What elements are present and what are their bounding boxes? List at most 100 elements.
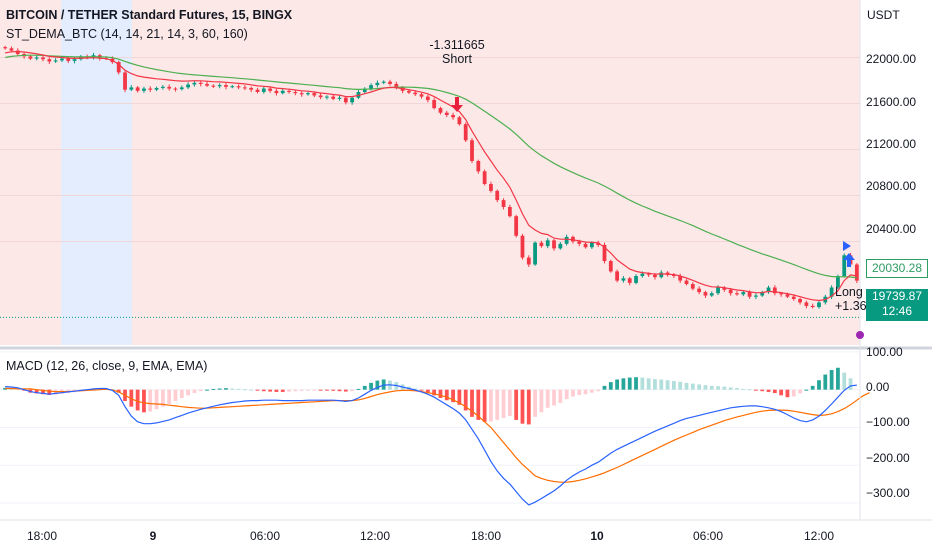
histogram-bar bbox=[432, 389, 437, 396]
histogram-bar bbox=[425, 389, 430, 393]
histogram-bar bbox=[242, 389, 247, 391]
candle-body bbox=[463, 124, 468, 141]
histogram-bar bbox=[160, 389, 165, 407]
histogram-bar bbox=[255, 389, 260, 391]
histogram-bar bbox=[47, 389, 52, 395]
candle-body bbox=[438, 108, 443, 113]
candle-body bbox=[608, 261, 613, 272]
histogram-bar bbox=[741, 388, 746, 390]
histogram-bar bbox=[482, 389, 487, 422]
candle-body bbox=[217, 85, 222, 87]
candle-body bbox=[325, 96, 329, 98]
histogram-bar bbox=[116, 389, 121, 393]
histogram-bar bbox=[646, 378, 651, 390]
candle-body bbox=[66, 58, 71, 61]
histogram-bar bbox=[261, 389, 266, 392]
histogram-bar bbox=[722, 386, 727, 390]
histogram-bar bbox=[41, 389, 45, 395]
histogram-bar bbox=[280, 389, 285, 392]
candle-body bbox=[343, 97, 348, 103]
candle-body bbox=[274, 90, 279, 94]
indicator-label[interactable]: ST_DEMA_BTC (14, 14, 21, 14, 3, 60, 160) bbox=[6, 27, 248, 41]
histogram-bar bbox=[589, 389, 594, 393]
candle-body bbox=[205, 83, 209, 86]
macd-axis-label: −100.00 bbox=[866, 415, 910, 429]
price-label: 20400.00 bbox=[866, 222, 917, 236]
candle-body bbox=[236, 86, 241, 88]
candle-body bbox=[255, 89, 260, 92]
candle-body bbox=[552, 240, 556, 249]
histogram-bar bbox=[350, 389, 355, 392]
candle-body bbox=[457, 117, 462, 125]
candle-body bbox=[627, 278, 632, 283]
histogram-bar bbox=[659, 379, 664, 390]
histogram-bar bbox=[211, 388, 216, 390]
short-label: Short bbox=[442, 52, 472, 66]
candle-body bbox=[179, 87, 184, 90]
long-label: Long bbox=[835, 285, 863, 299]
histogram-bar bbox=[596, 389, 601, 392]
histogram-bar bbox=[728, 387, 733, 390]
histogram-bar bbox=[476, 389, 481, 420]
candle-body bbox=[741, 292, 746, 295]
macd-signal-line bbox=[5, 387, 870, 483]
entry-marker-icon bbox=[843, 241, 851, 251]
histogram-bar bbox=[135, 389, 140, 411]
candle-body bbox=[331, 96, 336, 99]
histogram-bar bbox=[615, 379, 620, 390]
candle-body bbox=[224, 85, 228, 87]
candle-body bbox=[135, 87, 140, 91]
symbol-title[interactable]: BITCOIN / TETHER Standard Futures, 15, B… bbox=[6, 8, 293, 22]
histogram-bar bbox=[489, 389, 493, 422]
histogram-bar bbox=[192, 389, 197, 394]
price-label: 22000.00 bbox=[866, 52, 917, 66]
currency-label[interactable]: USDT bbox=[867, 8, 900, 22]
histogram-bar bbox=[299, 389, 304, 391]
alert-marker-icon bbox=[856, 331, 864, 339]
candle-body bbox=[129, 87, 134, 90]
candle-body bbox=[659, 272, 664, 278]
candle-body bbox=[293, 92, 298, 94]
candle-body bbox=[419, 94, 424, 97]
candle-body bbox=[539, 242, 544, 247]
histogram-bar bbox=[438, 389, 443, 398]
blue-session-zone bbox=[61, 0, 132, 345]
candle-body bbox=[350, 97, 355, 103]
candle-body bbox=[728, 289, 733, 294]
candle-body bbox=[779, 293, 784, 295]
histogram-bar bbox=[602, 385, 607, 390]
candle-body bbox=[261, 88, 266, 92]
candle-body bbox=[703, 292, 708, 296]
histogram-bar bbox=[419, 389, 424, 391]
histogram-bar bbox=[564, 389, 569, 400]
histogram-bar bbox=[318, 389, 323, 391]
histogram-bar bbox=[583, 389, 588, 395]
candle-body bbox=[678, 276, 683, 281]
time-label: 12:00 bbox=[359, 529, 391, 543]
histogram-bar bbox=[571, 389, 575, 397]
histogram-bar bbox=[634, 377, 638, 390]
candle-body bbox=[583, 243, 588, 248]
macd-label[interactable]: MACD (12, 26, close, 9, EMA, EMA) bbox=[6, 359, 208, 373]
candle-body bbox=[369, 85, 373, 89]
histogram-bar bbox=[274, 389, 279, 392]
histogram-bar bbox=[804, 389, 809, 391]
candle-body bbox=[60, 58, 64, 61]
candle-body bbox=[526, 257, 531, 265]
candle-body bbox=[116, 62, 121, 73]
candle-body bbox=[785, 294, 790, 297]
histogram-bar bbox=[470, 389, 474, 417]
histogram-bar bbox=[747, 389, 752, 391]
histogram-bar bbox=[810, 385, 815, 390]
candle-body bbox=[318, 95, 323, 98]
candle-body bbox=[514, 216, 519, 236]
candle-body bbox=[211, 85, 216, 87]
macd-axis-label: −300.00 bbox=[866, 486, 910, 500]
histogram-bar bbox=[444, 389, 449, 401]
time-label: 18:00 bbox=[26, 529, 58, 543]
candle-body bbox=[306, 93, 310, 95]
histogram-bar bbox=[678, 381, 683, 390]
candle-body bbox=[804, 302, 809, 306]
candle-body bbox=[533, 242, 537, 265]
candle-body bbox=[413, 92, 418, 95]
